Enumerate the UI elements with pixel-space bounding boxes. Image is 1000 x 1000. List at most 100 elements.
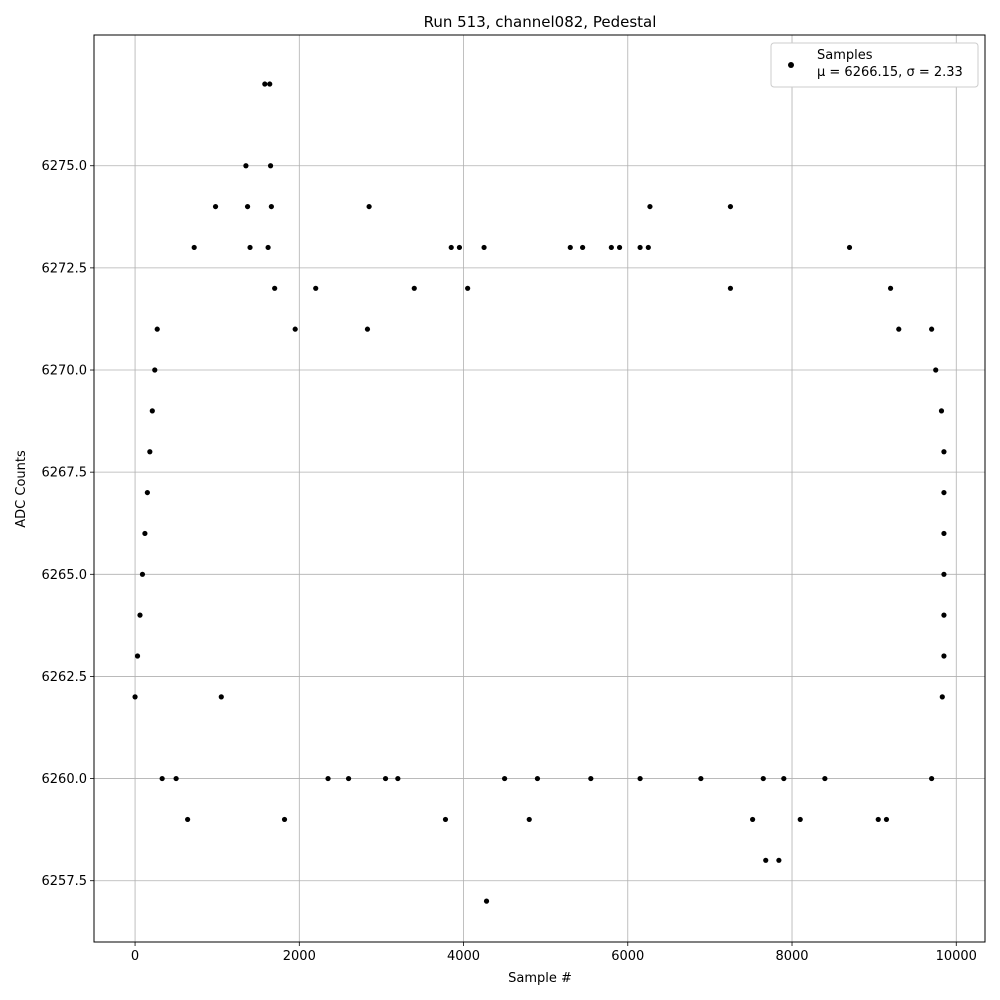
data-point xyxy=(534,775,541,782)
data-point xyxy=(896,326,902,332)
data-point xyxy=(941,571,947,577)
data-point xyxy=(456,244,463,251)
data-point xyxy=(144,489,150,496)
y-tick-label: 6262.5 xyxy=(42,670,88,685)
data-point xyxy=(941,653,947,659)
data-point xyxy=(142,530,148,537)
data-point xyxy=(218,694,224,700)
data-point xyxy=(941,449,947,455)
data-point xyxy=(139,571,146,577)
data-point xyxy=(134,653,141,659)
data-point xyxy=(763,857,769,863)
data-point xyxy=(268,203,274,210)
data-point xyxy=(325,775,331,782)
data-point xyxy=(366,203,372,210)
legend-series-name: Samples xyxy=(817,48,873,63)
data-point xyxy=(580,244,586,251)
data-point xyxy=(152,367,158,373)
legend-box xyxy=(770,42,979,88)
data-point xyxy=(281,816,288,823)
data-point xyxy=(147,449,153,455)
legend-marker xyxy=(788,62,794,68)
data-point xyxy=(137,612,143,618)
data-point xyxy=(929,326,935,332)
data-point xyxy=(267,81,273,87)
y-tick-label: 6272.5 xyxy=(42,261,88,276)
data-point xyxy=(941,489,947,496)
data-point xyxy=(776,857,782,863)
y-tick-label: 6257.5 xyxy=(42,874,88,889)
data-point xyxy=(645,244,651,251)
y-tick-label: 6265.0 xyxy=(42,568,88,583)
data-point xyxy=(797,816,803,823)
data-point xyxy=(616,244,623,251)
data-point xyxy=(933,367,939,373)
data-point xyxy=(345,775,352,782)
data-point xyxy=(647,203,653,210)
x-tick-label: 0 xyxy=(131,949,139,964)
x-axis-ticks: 0 2000 4000 6000 8000 10000 xyxy=(131,942,977,964)
data-point xyxy=(173,775,179,782)
x-tick-label: 2000 xyxy=(283,949,316,964)
data-point xyxy=(243,163,249,169)
data-point xyxy=(191,244,197,251)
data-point xyxy=(267,163,274,169)
data-point xyxy=(265,244,271,251)
y-axis-ticks: 6257.5 6260.0 6262.5 6265.0 6267.5 6270.0 6272… xyxy=(42,159,94,889)
data-point xyxy=(185,816,191,823)
y-tick-label: 6275.0 xyxy=(42,159,88,174)
data-point xyxy=(313,285,319,291)
data-point xyxy=(875,816,881,823)
data-point xyxy=(760,775,766,782)
data-point xyxy=(465,285,471,291)
data-point xyxy=(292,326,298,332)
data-point xyxy=(939,694,945,700)
data-point xyxy=(262,81,268,87)
x-tick-label: 10000 xyxy=(936,949,977,964)
data-point xyxy=(272,285,278,291)
legend-stats-label: μ = 6266.15, σ = 2.33 xyxy=(817,65,963,80)
x-tick-label: 4000 xyxy=(447,949,480,964)
plot-area-frame xyxy=(93,34,986,943)
data-point xyxy=(637,244,643,251)
data-point xyxy=(938,408,945,414)
data-point xyxy=(929,775,935,782)
data-point xyxy=(212,203,219,210)
data-point xyxy=(883,816,890,823)
chart-title: Run 513, channel082, Pedestal xyxy=(424,13,657,31)
data-point xyxy=(154,326,160,332)
data-point xyxy=(483,898,490,904)
data-point xyxy=(481,244,487,251)
data-point xyxy=(567,244,573,251)
y-tick-label: 6267.5 xyxy=(42,466,88,481)
data-point xyxy=(395,775,401,782)
data-points xyxy=(132,81,947,904)
data-point xyxy=(411,285,417,291)
data-point xyxy=(159,775,165,782)
y-axis-label: ADC Counts xyxy=(14,450,29,528)
data-point xyxy=(727,203,734,210)
data-point xyxy=(887,285,894,291)
data-point xyxy=(526,816,532,823)
data-point xyxy=(502,775,508,782)
data-point xyxy=(698,775,704,782)
data-point xyxy=(132,694,138,700)
data-point xyxy=(149,408,155,414)
y-tick-label: 6270.0 xyxy=(42,364,88,379)
grid-lines xyxy=(94,35,985,942)
data-point xyxy=(727,285,734,291)
data-point xyxy=(637,775,643,782)
data-point xyxy=(382,775,389,782)
data-point xyxy=(846,244,853,251)
data-point xyxy=(244,203,251,210)
data-point xyxy=(941,530,947,537)
data-point xyxy=(364,326,371,332)
legend: Samples μ = 6266.15, σ = 2.33 xyxy=(770,42,979,88)
data-point xyxy=(781,775,787,782)
x-tick-label: 8000 xyxy=(775,949,808,964)
data-point xyxy=(941,612,947,618)
y-tick-label: 6260.0 xyxy=(42,772,88,787)
data-point xyxy=(750,816,756,823)
data-point xyxy=(588,775,594,782)
